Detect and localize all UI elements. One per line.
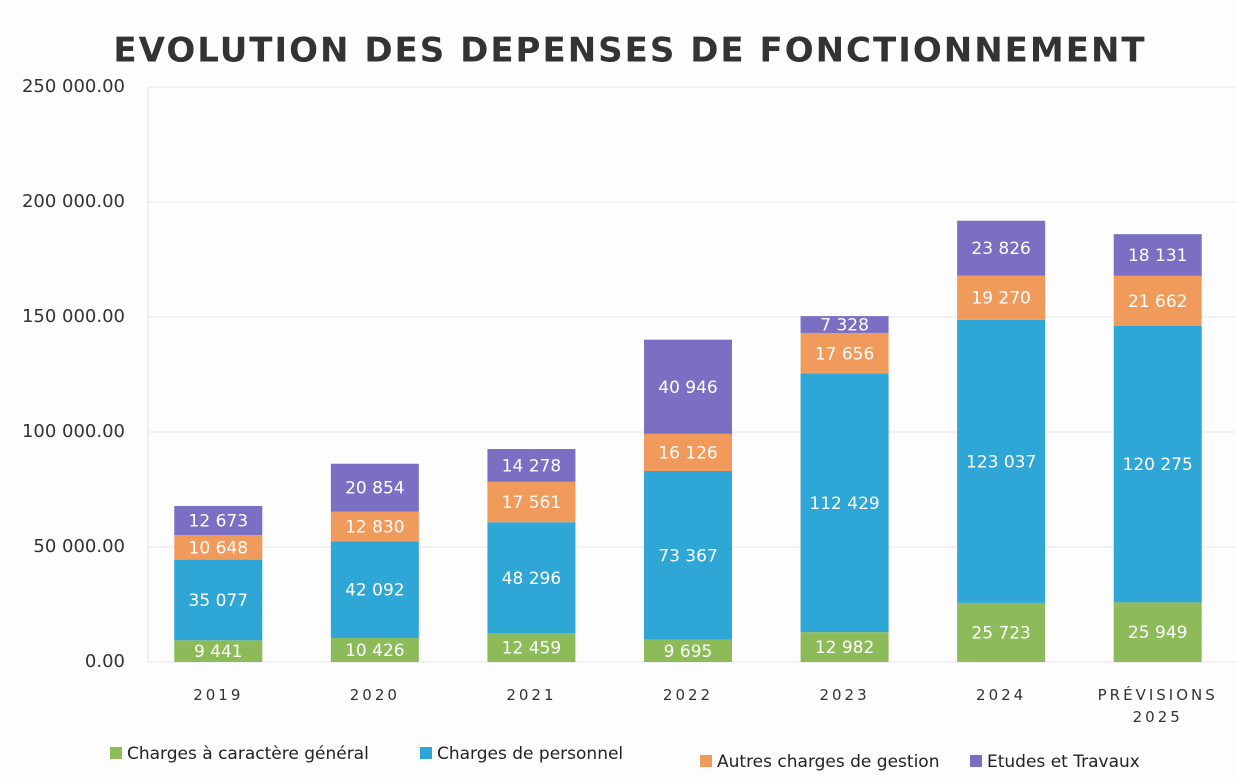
legend-label: Etudes et Travaux [987, 752, 1140, 772]
bar-segment [800, 332, 889, 374]
bar-segment [1113, 325, 1202, 603]
data-label: 42 092 [345, 581, 404, 601]
bar-segment [957, 602, 1046, 662]
legend-item: Autres charges de gestion [700, 752, 944, 772]
data-label: 12 673 [189, 512, 248, 532]
y-tick-label: 50 000.00 [33, 536, 125, 557]
bar-segment [644, 433, 732, 471]
legend-swatch [110, 747, 122, 759]
data-label: 19 270 [971, 289, 1030, 309]
data-label: 40 946 [658, 378, 717, 398]
data-label: 7 328 [820, 316, 869, 336]
chart-title: EVOLUTION DES DEPENSES DE FONCTIONNEMENT [113, 31, 1146, 71]
bar-segment [174, 505, 263, 536]
data-label: 120 275 [1123, 455, 1193, 475]
data-label: 16 126 [658, 443, 717, 463]
data-label: 25 723 [971, 623, 1030, 643]
data-label: 12 459 [502, 639, 561, 659]
legend-swatch [420, 747, 432, 759]
y-tick-label: 100 000.00 [22, 421, 125, 442]
bar-segment [174, 640, 263, 662]
bar-segment [957, 220, 1046, 276]
legend-item: Etudes et Travaux [970, 752, 1145, 772]
bar-segment [330, 511, 419, 542]
x-tick-label: 2024 [976, 686, 1027, 704]
bar-segment [174, 535, 263, 560]
bar-segment [800, 316, 889, 333]
data-label: 17 561 [502, 493, 561, 513]
data-label: 35 077 [189, 591, 248, 611]
y-tick-label: 250 000.00 [22, 76, 125, 97]
legend-swatch [700, 755, 712, 767]
x-tick-label: 2022 [662, 686, 714, 704]
legend-label: Autres charges de gestion [717, 752, 940, 772]
y-tick-label: 200 000.00 [22, 191, 125, 212]
legend-item: Charges de personnel [420, 744, 628, 764]
data-label: 23 826 [971, 239, 1030, 259]
data-label: 14 278 [502, 456, 561, 476]
x-tick-label: 2020 [349, 686, 400, 704]
data-label: 21 662 [1128, 292, 1187, 312]
bar-segment [174, 559, 263, 641]
bar-segment [330, 638, 419, 662]
x-tick-label: 2019 [193, 686, 244, 704]
data-label: 48 296 [502, 569, 561, 589]
bar-segment [487, 481, 576, 523]
data-label: 9 695 [664, 642, 713, 662]
legend-swatch [970, 755, 982, 767]
legend-item: Charges à caractère général [110, 744, 374, 764]
bar-segment [957, 275, 1046, 320]
y-tick-label: 0.00 [85, 651, 125, 672]
data-label: 10 426 [345, 641, 404, 661]
data-label: 12 830 [345, 517, 404, 537]
data-label: 10 648 [189, 538, 248, 558]
data-label: 112 429 [809, 494, 879, 514]
data-label: 18 131 [1128, 246, 1187, 266]
x-tick-label: 2021 [506, 686, 557, 704]
data-label: 73 367 [658, 546, 717, 566]
data-label: 12 982 [815, 638, 874, 658]
bar-segment [487, 633, 576, 662]
bar-segment [957, 319, 1046, 603]
x-tick-label: 2023 [819, 686, 870, 704]
bar-segment [1113, 602, 1202, 662]
bar-segment [800, 632, 889, 662]
legend-label: Charges à caractère général [127, 744, 369, 764]
bar-segment [1113, 275, 1202, 326]
bar-segment [644, 639, 732, 662]
bar-segment [800, 373, 889, 633]
bar-segment [1113, 234, 1202, 276]
x-tick-label: PRÉVISIONS 2025 [1097, 686, 1218, 726]
bar-segment [330, 541, 419, 639]
bar-segment [644, 339, 732, 434]
bar-segment [644, 470, 732, 640]
data-label: 25 949 [1128, 623, 1187, 643]
bar-segment [487, 449, 576, 482]
bar-segment [487, 522, 576, 634]
data-label: 20 854 [345, 479, 404, 499]
data-label: 9 441 [194, 642, 243, 662]
data-label: 123 037 [966, 452, 1036, 472]
bar-segment [330, 463, 419, 512]
y-tick-label: 150 000.00 [22, 306, 125, 327]
data-label: 17 656 [815, 344, 874, 364]
legend-label: Charges de personnel [437, 744, 624, 764]
